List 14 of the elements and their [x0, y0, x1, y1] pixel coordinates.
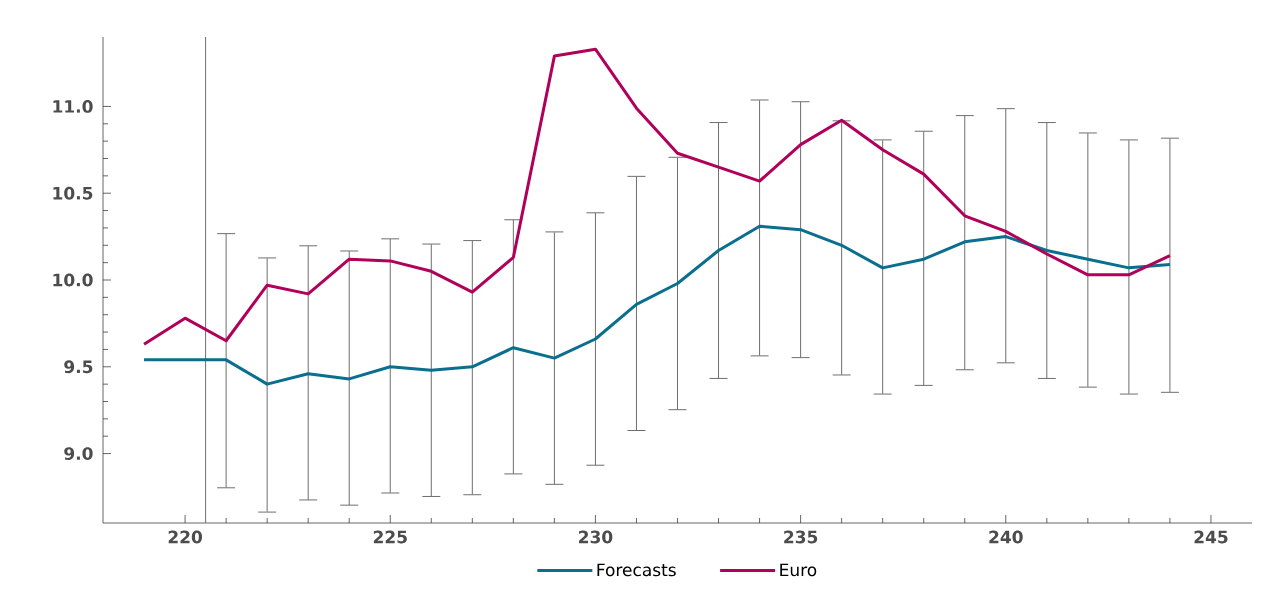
x-tick-label: 235: [784, 530, 818, 544]
y-tick-label: 11.0: [53, 99, 93, 113]
y-tick-label: 10.5: [53, 186, 93, 200]
legend-label: Euro: [780, 563, 817, 577]
line-series: [142, 47, 1172, 346]
x-tick-label: 220: [168, 530, 202, 544]
x-tick-label: 225: [373, 530, 407, 544]
y-tick-label: 10.0: [53, 273, 93, 287]
y-tick-label: 9.5: [64, 360, 93, 374]
y-tick-label: 9.0: [64, 447, 93, 460]
x-tick-label: 240: [989, 530, 1023, 544]
x-tick-label: 245: [1194, 530, 1228, 544]
legend-label: Forecasts: [597, 563, 676, 577]
x-tick-label: 230: [579, 530, 613, 544]
